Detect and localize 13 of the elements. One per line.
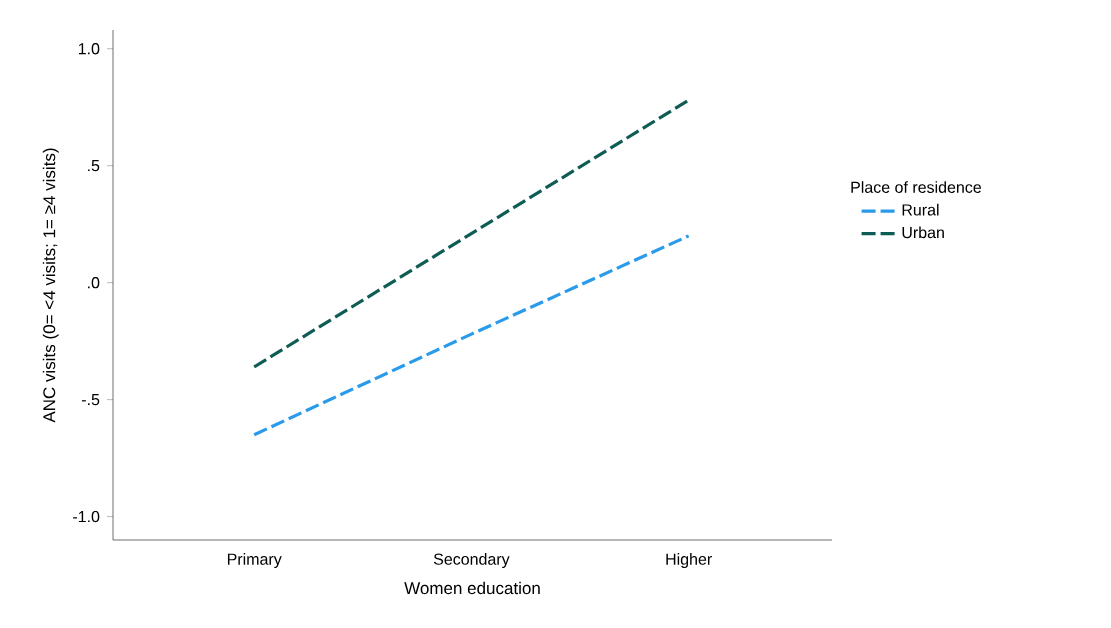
y-tick-label: -.5 [81,394,100,406]
y-tick-label: -1.0 [73,510,100,523]
y-tick-label: 1.0 [78,43,100,55]
x-tick-label: Primary [227,553,282,568]
y-tick-label: .5 [88,160,100,172]
x-tick-label: Secondary [433,553,510,568]
y-tick-label: .0 [88,277,100,289]
legend-title: Place of residence [851,181,981,193]
legend-label: Rural [902,203,939,216]
legend-label: Urban [902,226,944,239]
x-axis-title: Women education [404,581,540,595]
x-tick-label: Higher [666,553,712,568]
y-axis-title: ANC visits (0= <4 visits; 1= ≥4 visits) [42,148,59,423]
